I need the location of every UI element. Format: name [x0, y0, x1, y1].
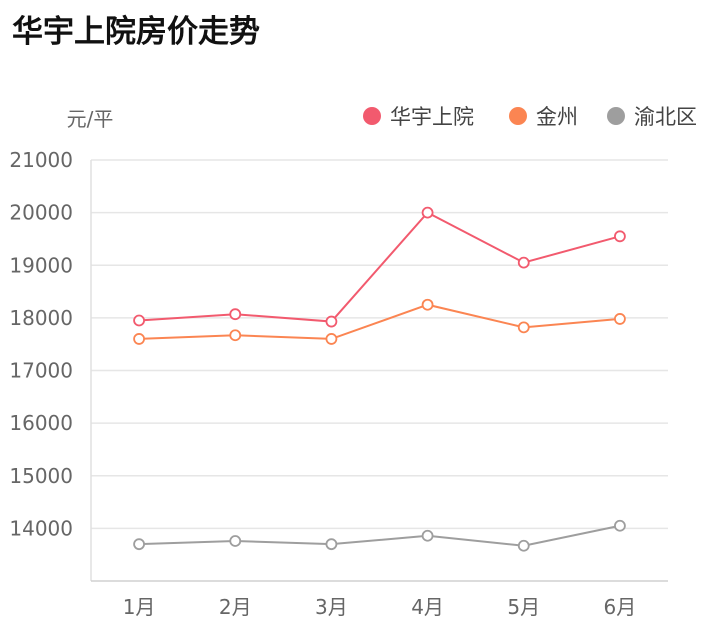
data-point [229, 308, 242, 321]
legend-label: 渝北区 [634, 105, 697, 129]
series-line [139, 303, 621, 340]
data-point [229, 329, 242, 342]
data-point [325, 315, 338, 328]
y-tick-label: 14000 [9, 516, 73, 540]
data-point [614, 230, 626, 243]
data-point [614, 519, 626, 532]
data-point [133, 333, 145, 345]
legend-marker [509, 107, 527, 125]
data-point [133, 538, 145, 551]
data-point [229, 535, 242, 547]
series-line [139, 211, 621, 323]
series-line [139, 524, 621, 547]
y-tick-label: 20000 [9, 201, 73, 225]
x-tick-label: 6月 [604, 595, 637, 619]
chart-title: 华宇上院房价走势 [12, 14, 260, 50]
data-point [517, 539, 530, 552]
y-tick-label: 16000 [9, 411, 73, 435]
data-point [325, 538, 338, 551]
legend-marker [607, 107, 625, 125]
data-point [517, 256, 530, 269]
legend-label: 金州 [536, 105, 578, 129]
x-tick-label: 4月 [411, 595, 444, 619]
legend-marker [363, 107, 381, 125]
data-point [325, 333, 338, 345]
x-tick-label: 5月 [507, 595, 540, 619]
data-point [421, 206, 434, 219]
y-tick-label: 19000 [9, 253, 73, 277]
y-tick-label: 15000 [9, 464, 73, 488]
x-tick-label: 2月 [219, 595, 252, 619]
data-point [614, 313, 626, 325]
data-point [133, 314, 145, 327]
x-tick-label: 3月 [315, 595, 348, 619]
data-point [421, 529, 434, 542]
legend-label: 华宇上院 [390, 105, 474, 129]
data-point [517, 321, 530, 334]
y-tick-label: 17000 [9, 359, 73, 383]
y-tick-label: 21000 [9, 148, 73, 172]
y-tick-label: 18000 [9, 306, 73, 330]
x-tick-label: 1月 [123, 595, 156, 619]
data-point [421, 298, 434, 311]
y-axis-label: 元/平 [67, 107, 114, 131]
